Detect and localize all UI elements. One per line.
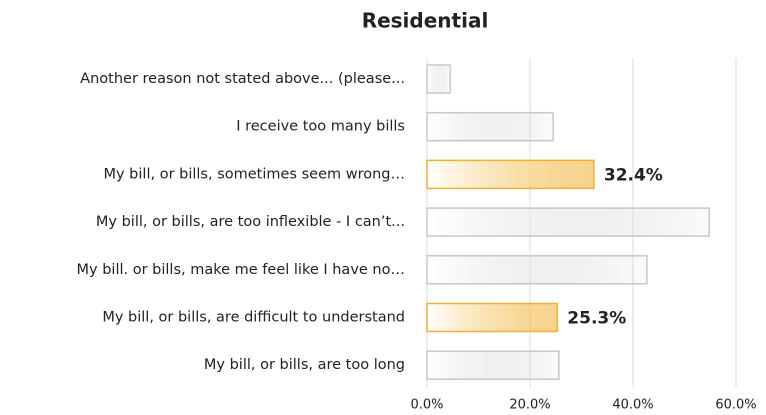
category-label: My bill, or bills, sometimes seem wrong… xyxy=(103,166,405,182)
bar xyxy=(426,64,451,94)
x-tick-label: 60.0% xyxy=(715,398,756,413)
data-label: 25.3% xyxy=(567,309,626,329)
chart-title: Residential xyxy=(362,9,489,33)
category-label: Another reason not stated above... (plea… xyxy=(80,71,405,87)
bar xyxy=(426,111,554,142)
category-label: My bill, or bills, are difficult to unde… xyxy=(102,310,405,326)
bar xyxy=(426,350,560,380)
bar xyxy=(426,255,648,285)
x-tick-label: 20.0% xyxy=(509,398,550,413)
bar xyxy=(426,159,595,190)
bar xyxy=(426,207,710,237)
x-tick-label: 0.0% xyxy=(410,398,443,413)
bar xyxy=(426,302,559,333)
x-tick-label: 40.0% xyxy=(612,398,653,413)
data-label: 32.4% xyxy=(604,165,663,185)
category-label: My bill. or bills, make me feel like I h… xyxy=(77,262,405,278)
category-label: My bill, or bills, are too inflexible - … xyxy=(96,214,405,230)
category-label: I receive too many bills xyxy=(236,119,405,135)
category-label: My bill, or bills, are too long xyxy=(204,357,405,373)
